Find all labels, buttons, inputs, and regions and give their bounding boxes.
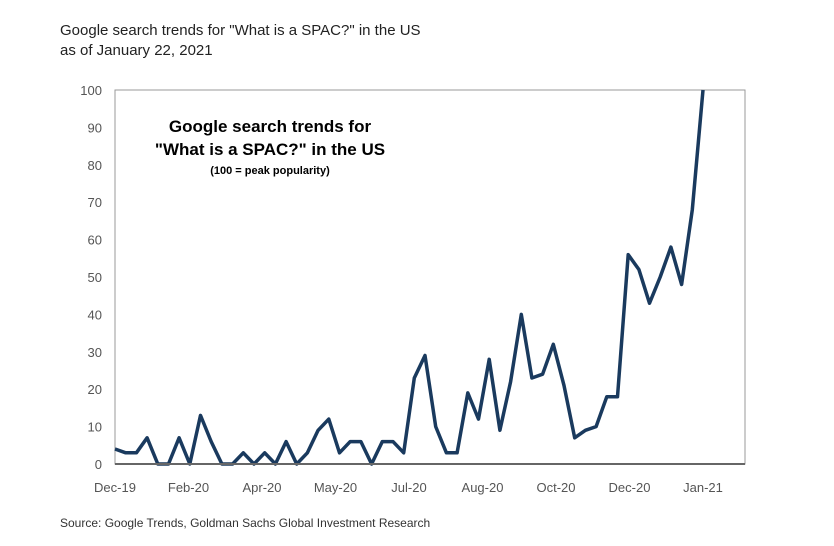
y-tick-label: 90 xyxy=(88,120,102,135)
chart-title: Google search trends for "What is a SPAC… xyxy=(60,22,421,39)
y-tick-label: 50 xyxy=(88,270,102,285)
y-tick-label: 40 xyxy=(88,307,102,322)
x-tick-label: Jan-21 xyxy=(683,480,723,495)
y-tick-label: 20 xyxy=(88,382,102,397)
x-tick-label: Oct-20 xyxy=(536,480,575,495)
y-tick-label: 80 xyxy=(88,158,102,173)
inset-title-2: "What is a SPAC?" in the US xyxy=(155,140,385,159)
x-tick-label: Aug-20 xyxy=(462,480,504,495)
x-tick-label: Apr-20 xyxy=(242,480,281,495)
x-tick-label: Jul-20 xyxy=(391,480,426,495)
chart-subtitle: as of January 22, 2021 xyxy=(60,42,213,59)
x-tick-label: Dec-19 xyxy=(94,480,136,495)
source-note: Source: Google Trends, Goldman Sachs Glo… xyxy=(60,516,431,530)
y-tick-label: 70 xyxy=(88,195,102,210)
y-tick-label: 60 xyxy=(88,233,102,248)
x-tick-label: Dec-20 xyxy=(609,480,651,495)
x-tick-label: May-20 xyxy=(314,480,357,495)
inset-note: (100 = peak popularity) xyxy=(210,165,330,177)
y-tick-label: 10 xyxy=(88,420,102,435)
series-line xyxy=(114,89,705,466)
x-tick-label: Feb-20 xyxy=(168,480,209,495)
y-tick-label: 30 xyxy=(88,345,102,360)
y-tick-label: 0 xyxy=(95,457,102,472)
inset-title-1: Google search trends for xyxy=(169,117,372,136)
y-tick-label: 100 xyxy=(80,83,102,98)
